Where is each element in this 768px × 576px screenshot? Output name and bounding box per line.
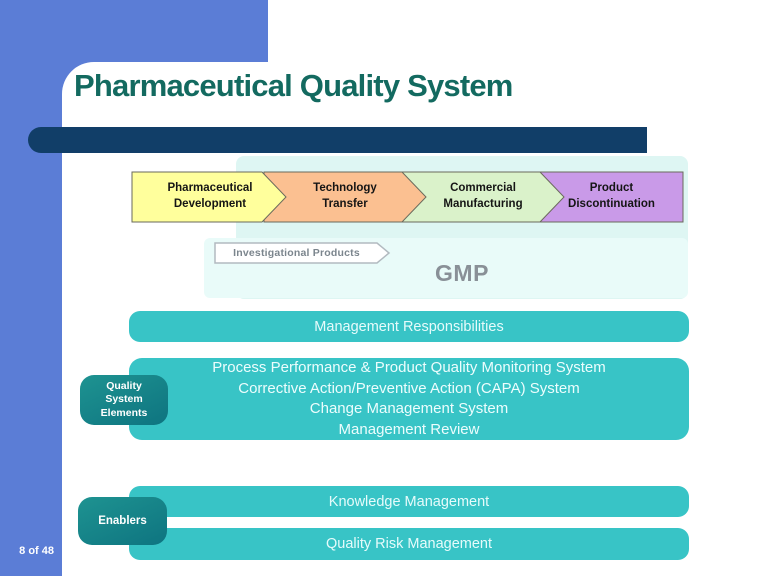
quality-system-elements-box: Process Performance & Product Quality Mo… (129, 358, 689, 440)
quality-risk-management-label: Quality Risk Management (325, 536, 492, 552)
knowledge-management-label: Knowledge Management (328, 493, 490, 510)
enablers-tag: Enablers (78, 497, 167, 545)
stage-label-technology-transfer: Technology Transfer (313, 182, 377, 210)
qse-line-management-review: Management Review (338, 420, 480, 438)
investigational-products-shape (214, 242, 391, 264)
investigational-products-label: Investigational Products (233, 247, 360, 259)
page-indicator: 8 of 48 (19, 545, 54, 557)
left-accent-strip (0, 0, 62, 576)
title-underline-bar (28, 127, 647, 153)
qse-line-monitoring: Process Performance & Product Quality Mo… (212, 359, 606, 376)
stage-shape-pharmaceutical-development (131, 171, 287, 223)
quality-risk-management-bar: Quality Risk Management (129, 528, 689, 560)
management-responsibilities-label: Management Responsibilities (314, 318, 504, 335)
stage-label-commercial-manufacturing: Commercial Manufacturing (443, 182, 523, 210)
slide-title: Pharmaceutical Quality System (74, 68, 513, 103)
gmp-label: GMP (435, 259, 489, 286)
quality-system-elements-tag: Quality System Elements (80, 375, 168, 425)
qse-line-capa: Corrective Action/Preventive Action (CAP… (238, 379, 580, 397)
stage-label-pharmaceutical-development: Pharmaceutical Development (167, 182, 253, 210)
qse-line-change-management: Change Management System (309, 400, 509, 417)
stage-label-product-discontinuation: Product Discontinuation (568, 182, 655, 210)
management-responsibilities-bar: Management Responsibilities (129, 311, 689, 342)
knowledge-management-bar: Knowledge Management (129, 486, 689, 517)
